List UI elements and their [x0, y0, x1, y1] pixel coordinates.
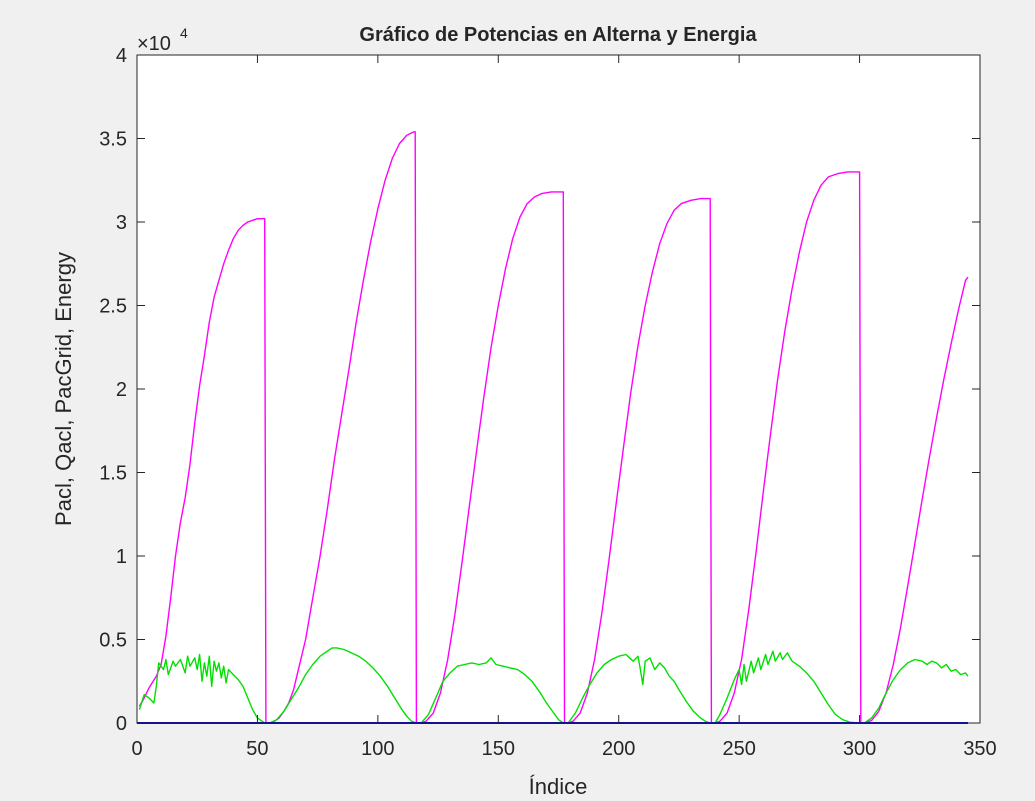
- x-tick-label: 300: [843, 738, 876, 760]
- series-line-2: [138, 647, 969, 724]
- y-tick-label: 4: [116, 45, 127, 67]
- y-tick-label: 2.5: [99, 296, 127, 318]
- x-axis-label: Índice: [529, 774, 588, 799]
- y-tick-label: 0.5: [99, 630, 127, 652]
- x-tick-label: 0: [131, 738, 142, 760]
- y-tick-label: 2: [116, 379, 127, 401]
- y-axis-label: Pacl, Qacl, PacGrid, Energy: [51, 252, 76, 526]
- x-tick-label: 100: [361, 738, 394, 760]
- y-tick-label: 0: [116, 713, 127, 735]
- x-tick-label: 200: [602, 738, 635, 760]
- chart-title: Gráfico de Potencias en Alterna y Energi…: [359, 24, 757, 46]
- y-tick-label: 1: [116, 546, 127, 568]
- y-tick-label: 1.5: [99, 463, 127, 485]
- x-tick-label: 350: [963, 738, 996, 760]
- x-tick-label: 50: [246, 738, 268, 760]
- y-tick-label: 3: [116, 212, 127, 234]
- series-line-1: [138, 131, 969, 724]
- y-exponent-power: 4: [180, 25, 188, 41]
- y-exponent-base: ×10: [137, 33, 171, 55]
- tick-layer: 0 50 100 150 200 250 300 350 0 0.5 1 1.5 2 2.5 3 3.5 4: [99, 45, 997, 760]
- x-tick-label: 250: [722, 738, 755, 760]
- plot-area: [137, 55, 980, 723]
- y-tick-label: 3.5: [99, 129, 127, 151]
- x-tick-label: 150: [482, 738, 515, 760]
